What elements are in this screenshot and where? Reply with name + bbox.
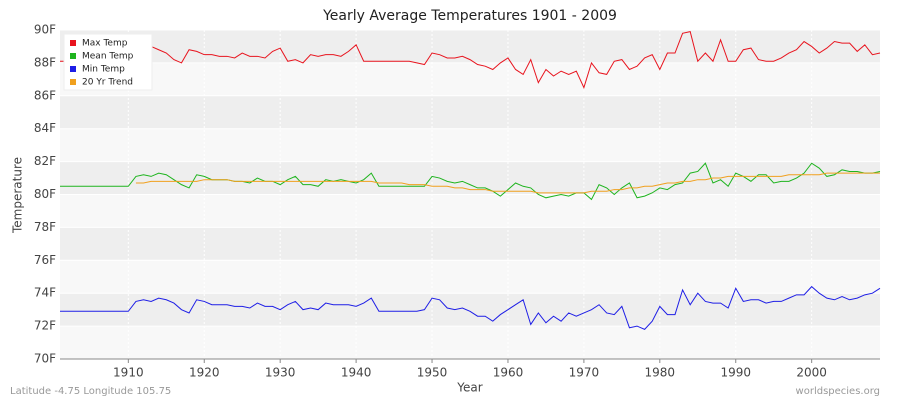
y-axis-label: Temperature — [11, 157, 25, 234]
x-axis-label: Year — [456, 381, 482, 395]
x-tick-label: 1970 — [569, 366, 600, 380]
y-tick-label: 86F — [34, 88, 56, 102]
x-tick-label: 1910 — [113, 366, 144, 380]
legend-swatch — [70, 79, 76, 85]
y-tick-label: 76F — [34, 253, 56, 267]
series-line — [60, 285, 881, 330]
legend-swatch — [70, 40, 76, 46]
x-tick-label: 1950 — [417, 366, 448, 380]
x-tick-label: 1940 — [341, 366, 372, 380]
caption: Latitude -4.75 Longitude 105.75 — [10, 386, 171, 397]
legend-label: 20 Yr Trend — [82, 78, 133, 88]
y-tick-label: 74F — [34, 286, 56, 300]
grid-band — [60, 30, 880, 63]
y-tick-label: 82F — [34, 154, 56, 168]
x-tick-label: 1930 — [265, 366, 296, 380]
source: worldspecies.org — [796, 386, 880, 397]
x-tick-label: 1960 — [493, 366, 524, 380]
y-tick-label: 80F — [34, 187, 56, 201]
x-tick-label: 1980 — [645, 366, 676, 380]
grid-band — [60, 227, 880, 261]
y-tick-label: 88F — [34, 55, 56, 69]
legend-swatch — [70, 66, 76, 72]
chart-title: Yearly Average Temperatures 1901 - 2009 — [322, 8, 617, 24]
legend-label: Min Temp — [82, 65, 125, 75]
series-line — [135, 172, 880, 194]
x-tick-label: 2000 — [796, 366, 827, 380]
legend-label: Max Temp — [82, 39, 128, 49]
grid-band — [60, 293, 880, 327]
legend-box — [63, 33, 153, 91]
y-tick-label: 78F — [34, 220, 56, 234]
x-tick-label: 1990 — [720, 366, 751, 380]
y-tick-label: 70F — [34, 352, 56, 366]
y-tick-label: 84F — [34, 121, 56, 135]
y-tick-label: 90F — [34, 23, 56, 37]
y-tick-label: 72F — [34, 319, 56, 333]
legend-swatch — [70, 53, 76, 59]
grid-band — [60, 95, 880, 129]
grid-band — [60, 161, 880, 195]
x-tick-label: 1920 — [189, 366, 220, 380]
series-line — [60, 31, 881, 89]
legend-label: Mean Temp — [82, 52, 134, 62]
